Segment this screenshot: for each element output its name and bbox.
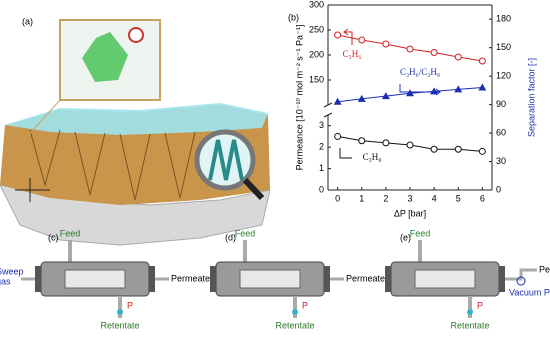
zif-cage: [82, 32, 128, 82]
valve: [467, 309, 473, 315]
molecule-icon: [128, 27, 144, 43]
marker: [358, 36, 366, 44]
y2-tick-label: 90: [496, 99, 506, 109]
end-cap: [385, 266, 391, 292]
chart: 0 1 2 3 4 5 601231502002503000306090120150180Δ…: [294, 0, 536, 218]
end-cap: [35, 266, 41, 292]
y2-tick-label: 60: [496, 127, 506, 137]
x-tick-label: 2: [383, 193, 388, 203]
marker: [478, 57, 486, 65]
marker: [406, 45, 414, 53]
series-label: C₃H₈: [363, 152, 382, 162]
label-arrow: [343, 28, 353, 45]
magnifier-handle: [242, 177, 265, 201]
marker: [454, 53, 462, 61]
x-tick-label: 0: [335, 193, 340, 203]
siloxane-bond: [15, 178, 50, 202]
y-tick-label: 200: [309, 49, 324, 59]
panel-label: (d): [225, 232, 236, 242]
marker: [406, 141, 414, 149]
marker: [357, 94, 366, 102]
x-axis-label: ΔP [bar]: [394, 208, 426, 218]
y2-tick-label: 180: [496, 14, 511, 24]
marker: [454, 145, 462, 153]
marker: [381, 92, 390, 100]
marker: [478, 83, 487, 91]
feed-label: Feed: [60, 228, 81, 238]
pump-label: Vacuum Pump: [509, 287, 550, 297]
series-label: C₃H₆: [343, 49, 362, 59]
module-core: [414, 269, 476, 289]
pump-icon: [516, 276, 526, 286]
grain-boundaries: [29, 129, 196, 201]
marker: [454, 85, 463, 93]
permeate-label: Permeate: [346, 273, 385, 283]
sweep-label: Sweep: [0, 266, 24, 276]
axis-break: [323, 102, 333, 118]
y2-axis-label: Separation factor [-]: [526, 58, 536, 137]
permeate-label: Permeate: [171, 273, 210, 283]
label-arrow: [399, 84, 441, 96]
magnified-channel: [208, 139, 244, 181]
marker: [334, 31, 342, 39]
sweep-label: gas: [0, 276, 11, 286]
marker: [430, 145, 438, 153]
x-tick-label: 1: [359, 193, 364, 203]
marker: [430, 49, 438, 56]
end-cap: [210, 266, 216, 292]
retentate-label: Retentate: [450, 320, 489, 330]
valve-label: P: [477, 300, 483, 310]
membrane-illustration: [0, 19, 271, 246]
permeate-pipe: [505, 268, 537, 281]
feed-label: Feed: [235, 228, 256, 238]
marker: [358, 137, 366, 145]
y2-tick-label: 30: [496, 156, 506, 166]
valve: [292, 309, 298, 315]
marker: [334, 132, 342, 140]
surface-layer: [5, 103, 268, 135]
retentate-label: Retentate: [275, 320, 314, 330]
panel-label: (a): [22, 16, 33, 26]
feed-label: Feed: [410, 228, 431, 238]
label-arrow: [339, 148, 352, 159]
panel-label: (b): [288, 12, 299, 22]
valve: [117, 309, 123, 315]
y-tick-label: 3: [319, 120, 324, 130]
end-cap: [499, 266, 505, 292]
marker: [382, 40, 390, 48]
valve-label: P: [302, 300, 308, 310]
y-tick-label: 150: [309, 74, 324, 84]
y-tick-label: 300: [309, 0, 324, 9]
marker: [478, 147, 486, 155]
end-cap: [324, 266, 330, 292]
retentate-label: Retentate: [100, 320, 139, 330]
y-tick-label: 1: [319, 163, 324, 173]
y-tick-label: 2: [319, 142, 324, 152]
y-axis-label: Permeance [10⁻¹⁰ mol m⁻² s⁻¹ Pa⁻¹]: [294, 25, 304, 171]
y-tick-label: 250: [309, 24, 324, 34]
marker: [382, 139, 390, 147]
y2-tick-label: 150: [496, 42, 511, 52]
module-core: [64, 269, 126, 289]
marker: [406, 89, 414, 97]
y-tick-label: 0: [319, 184, 324, 194]
series-label: C₃H₆/C₃H₈: [400, 67, 440, 77]
diagrams: P Feed Retentate Permeate Sweepgas P Feed Reten…: [0, 228, 550, 330]
x-tick-label: 4: [432, 193, 437, 203]
panel-label: (e): [400, 232, 411, 242]
x-tick-label: 6: [480, 193, 485, 203]
valve-label: P: [127, 300, 133, 310]
x-tick-label: 3: [407, 193, 412, 203]
x-tick-label: 5: [456, 193, 461, 203]
marker: [430, 87, 439, 95]
permeate-label: Permeate: [539, 264, 550, 274]
marker: [333, 97, 342, 105]
panel-label: (c): [48, 232, 59, 242]
end-cap: [149, 266, 155, 292]
module-core: [239, 269, 301, 289]
inset-pointer: [14, 99, 61, 151]
y2-tick-label: 120: [496, 71, 511, 81]
y2-tick-label: 0: [496, 184, 501, 194]
